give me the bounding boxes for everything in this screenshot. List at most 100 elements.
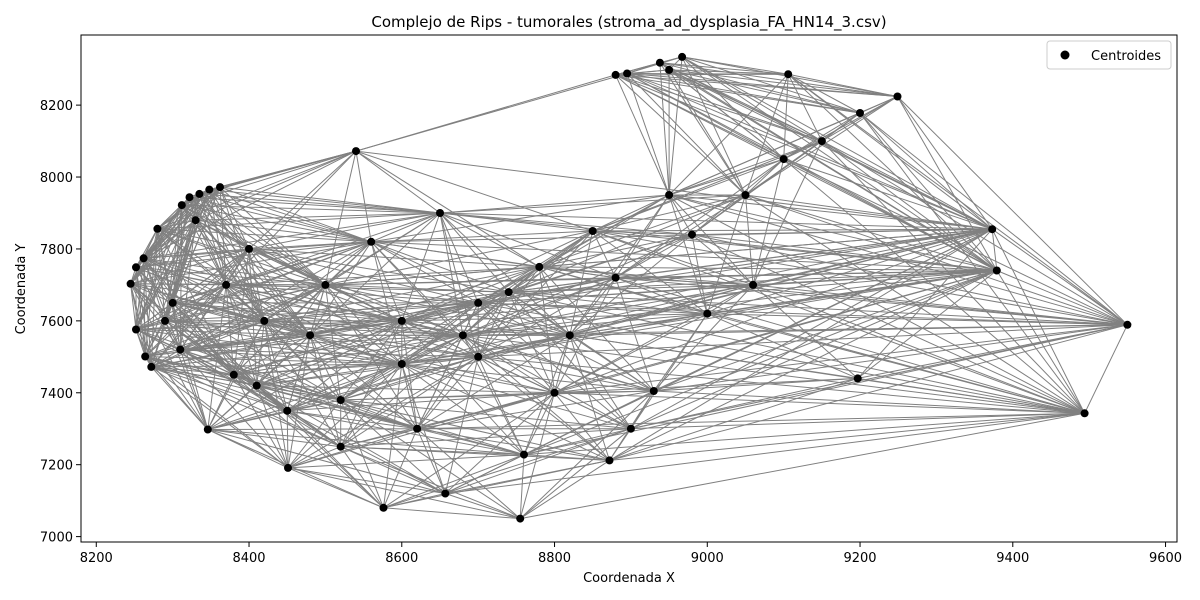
edge: [554, 335, 571, 393]
edge: [135, 228, 158, 330]
centroid-point: [379, 503, 388, 512]
edge: [706, 194, 746, 314]
edge: [225, 241, 372, 286]
centroid-point: [336, 396, 345, 404]
edge: [164, 320, 209, 430]
edge: [143, 257, 235, 376]
edge: [991, 229, 998, 271]
edge: [439, 212, 510, 293]
edge: [264, 320, 570, 336]
edge: [286, 410, 289, 468]
centroid-point: [126, 279, 135, 288]
edge: [478, 284, 754, 304]
centroid-point: [665, 65, 674, 74]
edge: [355, 150, 993, 230]
edge: [681, 56, 785, 160]
edge: [371, 230, 593, 243]
edge: [195, 189, 210, 221]
edge: [135, 329, 209, 430]
edge: [151, 349, 181, 368]
edge: [172, 302, 311, 336]
edge: [462, 234, 693, 336]
edge: [668, 194, 1085, 414]
centroid-point: [222, 280, 231, 289]
edge: [569, 335, 610, 461]
edge: [248, 248, 258, 386]
centroid-point: [1123, 320, 1132, 329]
legend-box: [1046, 40, 1172, 70]
edge: [615, 74, 746, 196]
centroid-point: [988, 225, 997, 234]
edge: [287, 428, 418, 469]
centroid-point: [649, 387, 658, 395]
centroid-point: [626, 424, 635, 433]
edge: [340, 291, 509, 401]
edge: [592, 194, 670, 232]
edge: [439, 212, 593, 232]
edge: [256, 363, 402, 387]
edge: [340, 320, 403, 401]
edge: [180, 349, 341, 448]
edge: [615, 228, 993, 279]
x-tick-label: 8200: [80, 551, 113, 566]
edge: [189, 196, 441, 214]
edge: [745, 194, 754, 285]
centroid-point: [458, 331, 467, 340]
edge: [180, 334, 463, 351]
edge: [445, 493, 521, 520]
edge: [143, 212, 441, 259]
edge: [592, 230, 754, 286]
edge: [130, 241, 372, 285]
edge: [996, 270, 1086, 414]
edge: [439, 194, 746, 214]
edge: [355, 150, 441, 214]
edge: [209, 189, 372, 243]
edge: [309, 335, 342, 447]
edge: [233, 248, 250, 375]
edge: [248, 212, 441, 250]
edge: [233, 320, 402, 376]
edge: [180, 349, 341, 401]
edge: [609, 412, 1085, 461]
chart-title: Complejo de Rips - tumorales (stroma_ad_…: [371, 13, 886, 32]
edge: [264, 320, 402, 365]
edge: [309, 241, 372, 336]
edge: [554, 277, 617, 394]
edge: [264, 320, 418, 430]
edge: [248, 150, 357, 250]
edge: [554, 324, 1128, 394]
edge: [478, 284, 754, 358]
edge: [401, 277, 616, 322]
edge: [477, 302, 632, 430]
edge: [248, 248, 540, 268]
edge: [310, 334, 479, 358]
edge: [609, 428, 632, 461]
centroid-point: [397, 316, 406, 325]
edge: [181, 204, 227, 286]
edge: [225, 284, 403, 365]
edge: [569, 334, 655, 392]
edge: [401, 266, 540, 322]
y-tick-label: 7600: [40, 315, 73, 330]
edge: [157, 150, 357, 230]
edge: [164, 241, 372, 322]
edge: [401, 363, 654, 392]
centroid-point: [474, 352, 483, 361]
edge: [630, 324, 1128, 430]
edge: [180, 302, 479, 351]
edge: [340, 363, 403, 447]
edge: [691, 234, 1128, 326]
edge: [569, 334, 1085, 414]
edge: [691, 158, 785, 235]
edge: [519, 454, 525, 519]
edge: [519, 390, 655, 519]
edge: [401, 363, 525, 456]
edge: [340, 428, 418, 448]
edge: [256, 385, 341, 448]
x-tick-label: 8400: [232, 551, 265, 566]
centroid-point: [784, 70, 793, 79]
edge: [401, 266, 540, 365]
edge: [627, 73, 861, 114]
edge: [821, 140, 993, 230]
edge: [383, 428, 632, 509]
